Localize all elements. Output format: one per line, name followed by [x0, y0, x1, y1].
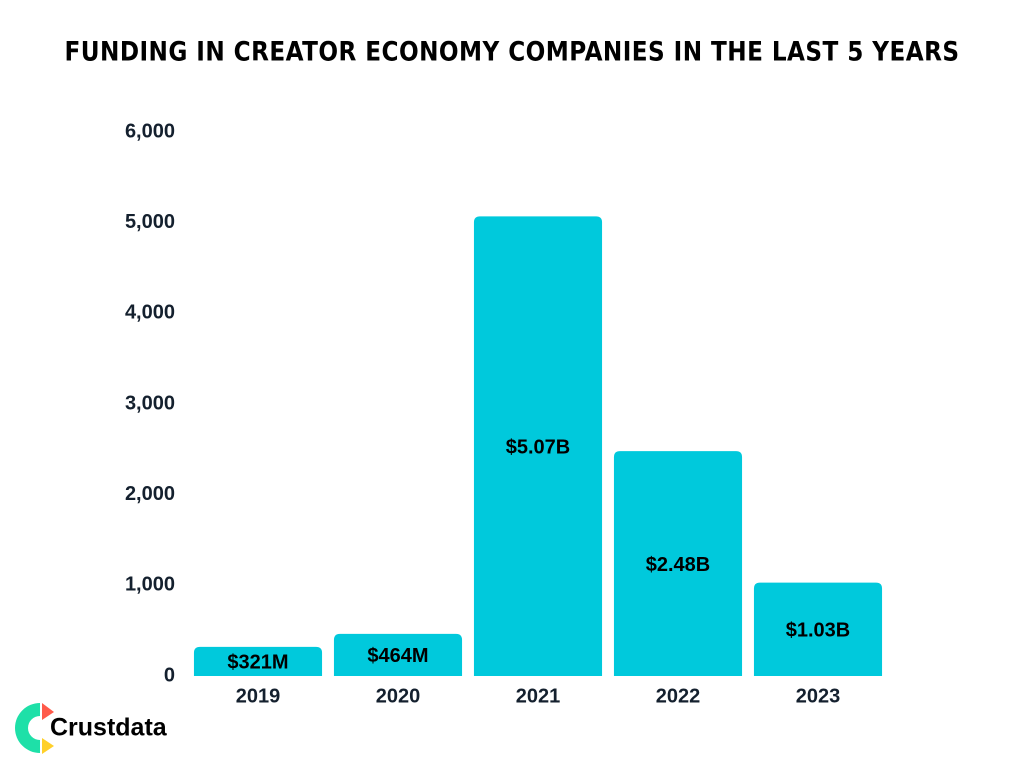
x-tick-label: 2023 — [796, 685, 841, 707]
logo-icon — [42, 703, 54, 720]
value-label: $464M — [367, 645, 428, 667]
bar — [333, 633, 463, 676]
value-label: $1.03B — [786, 620, 851, 642]
y-tick-label: 4,000 — [125, 302, 175, 324]
bar — [473, 216, 603, 676]
y-tick-label: 5,000 — [125, 211, 175, 233]
logo-icon — [42, 738, 54, 754]
x-tick-label: 2019 — [236, 685, 281, 707]
value-label: $321M — [227, 652, 288, 674]
logo-icon — [15, 703, 40, 753]
logo: Crustdata — [15, 703, 168, 754]
x-tick-label: 2022 — [656, 685, 701, 707]
y-tick-label: 1,000 — [125, 574, 175, 596]
y-tick-label: 6,000 — [125, 120, 175, 142]
x-tick-label: 2021 — [516, 685, 561, 707]
bar — [613, 451, 743, 676]
x-tick-label: 2020 — [376, 685, 421, 707]
bar — [753, 582, 883, 676]
logo-text: Crustdata — [50, 714, 168, 742]
bar — [193, 646, 323, 676]
y-tick-label: 0 — [164, 664, 175, 686]
chart-title: FUNDING IN CREATOR ECONOMY COMPANIES IN … — [65, 37, 960, 68]
value-label: $5.07B — [506, 436, 571, 458]
y-tick-label: 2,000 — [125, 483, 175, 505]
value-label: $2.48B — [646, 554, 711, 576]
y-tick-label: 3,000 — [125, 392, 175, 414]
